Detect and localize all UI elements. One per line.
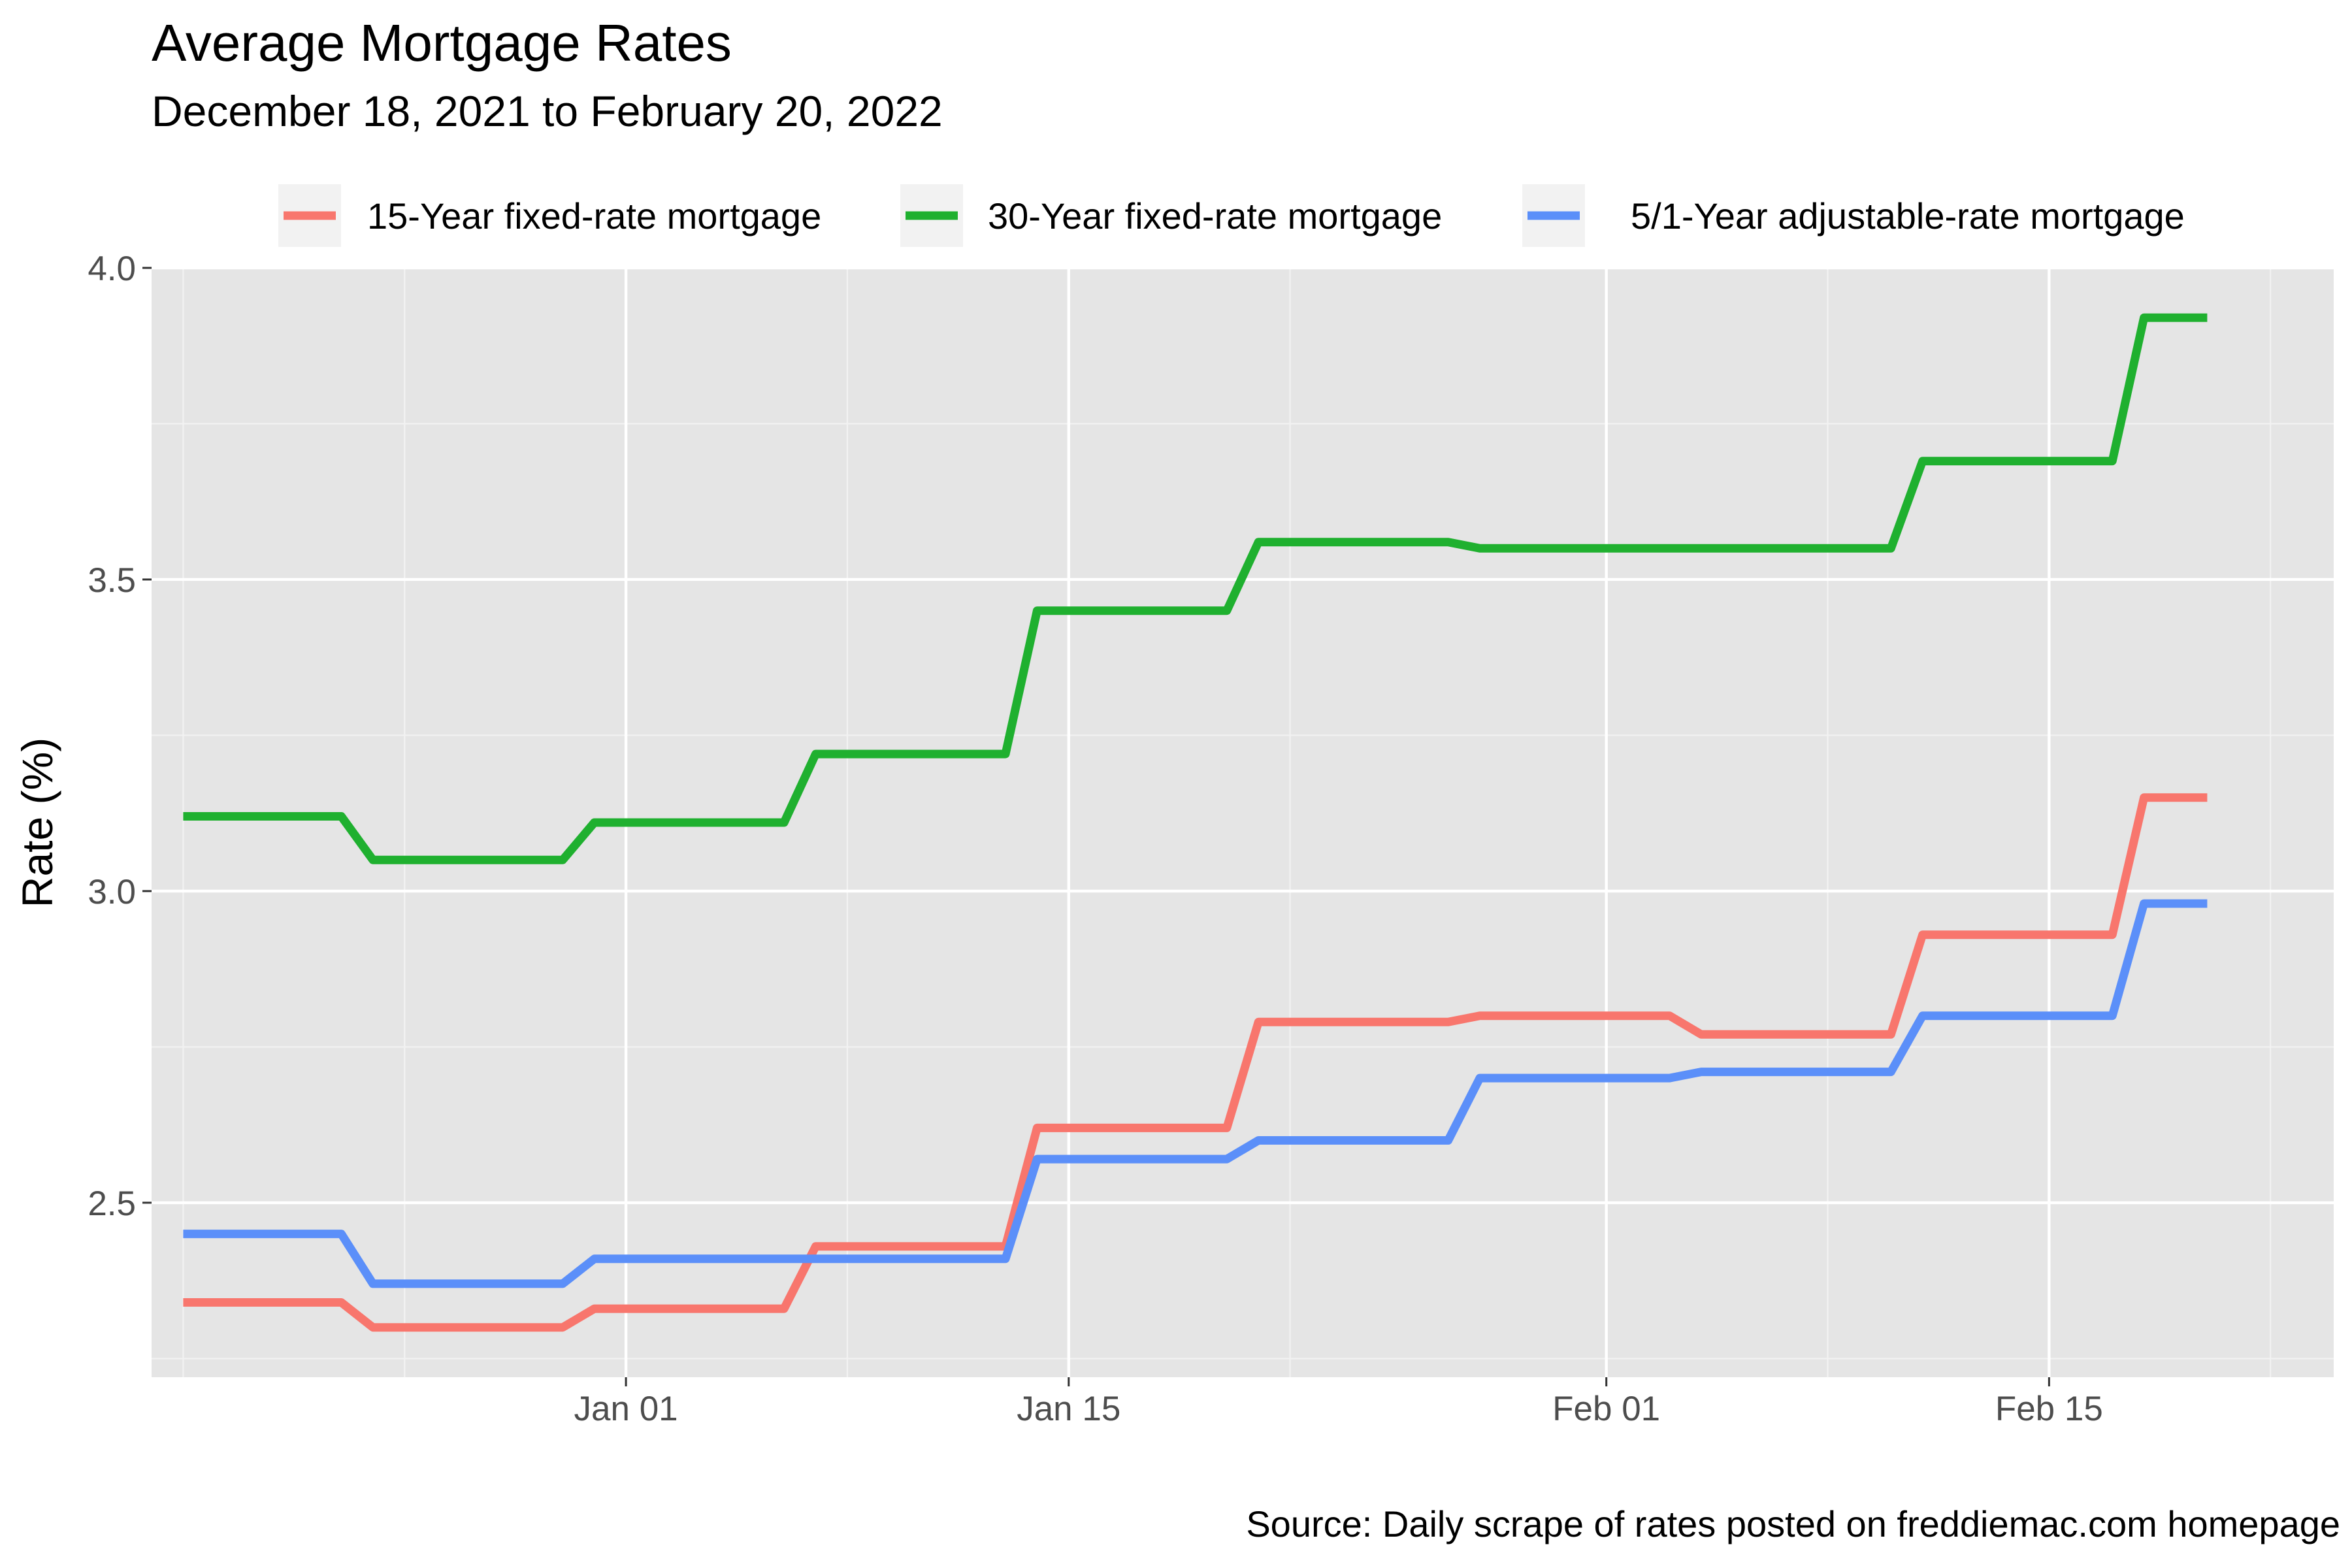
series-line-3 <box>183 899 2208 1288</box>
x-tick-label: Jan 15 <box>1017 1390 1120 1428</box>
legend-label-3: 5/1-Year adjustable-rate mortgage <box>1631 195 2185 237</box>
x-tick-label: Jan 01 <box>574 1390 678 1428</box>
y-tick-label: 3.0 <box>88 873 136 911</box>
minor-gridlines <box>152 268 2334 1377</box>
legend-label-2: 30-Year fixed-rate mortgage <box>988 195 1442 237</box>
legend: 15-Year fixed-rate mortgage 30-Year fixed… <box>278 184 2185 247</box>
y-axis-title: Rate (%) <box>13 738 61 907</box>
y-tick-label: 3.5 <box>88 561 136 600</box>
plot-panel <box>152 268 2334 1377</box>
y-tick-label: 2.5 <box>88 1184 136 1223</box>
chart-subtitle: December 18, 2021 to February 20, 2022 <box>152 87 943 135</box>
axes: 2.5 3.0 3.5 4.0 Jan 01 Jan 15 Feb 01 Feb 15 <box>88 250 2103 1428</box>
chart-title: Average Mortgage Rates <box>152 14 732 72</box>
series-lines <box>183 313 2208 1332</box>
series-line-2 <box>183 313 2208 864</box>
x-tick-label: Feb 01 <box>1552 1390 1660 1428</box>
y-tick-label: 4.0 <box>88 250 136 288</box>
series-line-1 <box>183 793 2208 1332</box>
chart-caption: Source: Daily scrape of rates posted on … <box>1246 1503 2340 1544</box>
x-tick-label: Feb 15 <box>1995 1390 2103 1428</box>
legend-label-1: 15-Year fixed-rate mortgage <box>367 195 821 237</box>
